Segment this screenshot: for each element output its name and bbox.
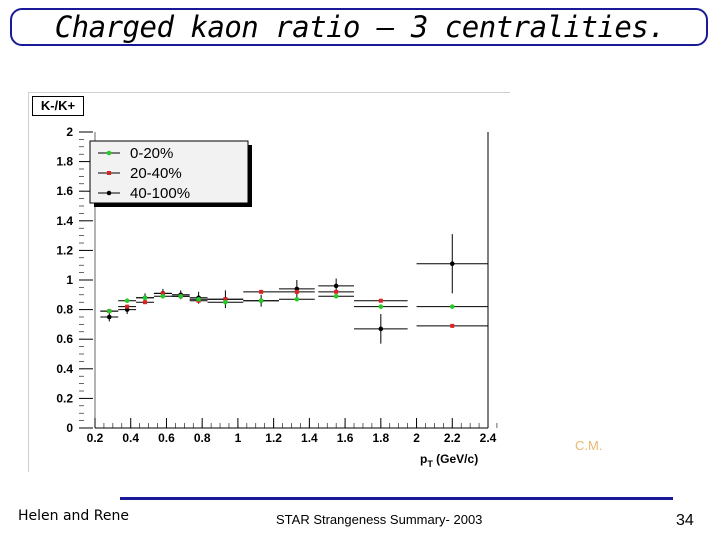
x-tick-label: 1	[235, 431, 242, 445]
slide-title: Charged kaon ratio – 3 centralities.	[54, 10, 666, 44]
y-tick-label: 1.4	[56, 214, 73, 228]
data-point-40-100	[378, 326, 384, 332]
data-point-0-20	[124, 298, 130, 304]
data-point-0-20	[196, 296, 201, 302]
x-label-p: p	[420, 452, 427, 466]
canvas-border-top	[28, 92, 510, 93]
y-tick-label: 2	[66, 125, 73, 139]
y-tick-label: 1.6	[56, 184, 73, 198]
chart-points	[100, 234, 488, 344]
data-point-20-40	[143, 300, 148, 305]
legend-label: 0-20%	[130, 145, 173, 162]
chart-title: K-/K+	[32, 96, 84, 116]
data-point-20-40	[378, 298, 383, 303]
y-tick-label: 0.2	[56, 391, 73, 405]
y-tick-label: 1	[66, 273, 73, 287]
data-point-20-40	[223, 297, 228, 302]
x-tick-label: 1.4	[301, 431, 318, 445]
x-tick-label: 1.6	[337, 431, 354, 445]
chart-axes: 0 0.2 0.4 0.6 0.8 1 1.2 1.4 1.6 1.8 2 0.2 0.4 0.6 0.8 1…	[56, 125, 498, 445]
data-point-0-20	[378, 304, 384, 309]
data-point-0-20	[178, 293, 184, 299]
x-tick-label: 2.2	[444, 431, 461, 445]
data-point-0-20	[294, 296, 300, 302]
watermark: C.M.	[575, 438, 603, 453]
x-label-sub: T	[427, 459, 433, 469]
data-point-0-20	[142, 295, 148, 301]
y-tick-label: 1.8	[56, 155, 73, 169]
chart-legend: 0-20% 20-40% 40-100%	[89, 140, 252, 207]
data-point-0-20	[258, 298, 264, 304]
legend-label: 40-100%	[130, 185, 190, 202]
title-frame	[10, 8, 708, 46]
y-tick-label: 1.2	[56, 243, 73, 257]
data-point-40-100	[449, 261, 455, 267]
x-tick-label: 1.8	[372, 431, 389, 445]
data-point-0-20	[223, 299, 228, 305]
x-tick-label: 0.6	[158, 431, 175, 445]
data-point-0-20	[106, 308, 112, 314]
data-point-0-20	[160, 293, 166, 299]
legend-marker	[106, 190, 112, 196]
y-tick-label: 0	[66, 421, 73, 435]
data-point-20-40	[125, 304, 130, 309]
x-label-unit: (GeV/c)	[433, 452, 478, 466]
y-tick-label: 0.4	[56, 362, 73, 376]
data-point-0-20	[333, 293, 339, 299]
y-tick-label: 0.6	[56, 332, 73, 346]
data-point-20-40	[259, 289, 264, 294]
x-tick-label: 0.8	[194, 431, 211, 445]
footer-divider	[120, 497, 673, 500]
x-tick-label: 0.4	[122, 431, 139, 445]
x-tick-label: 1.2	[265, 431, 282, 445]
x-tick-label: 0.2	[87, 431, 104, 445]
legend-marker	[106, 150, 112, 156]
page-number: 34	[676, 512, 694, 529]
legend-marker	[107, 171, 111, 175]
data-point-40-100	[106, 314, 112, 320]
data-point-20-40	[160, 291, 165, 296]
x-axis-label: pT (GeV/c)	[420, 452, 478, 469]
x-tick-label: 2	[413, 431, 420, 445]
footer-authors: Helen and Rene	[18, 508, 129, 524]
data-point-20-40	[334, 289, 339, 294]
y-tick-label: 0.8	[56, 303, 73, 317]
x-tick-label: 2.4	[480, 431, 497, 445]
data-point-0-20	[449, 304, 455, 309]
legend-label: 20-40%	[130, 165, 182, 182]
canvas-border-left	[28, 92, 29, 472]
footer-event: STAR Strangeness Summary- 2003	[276, 512, 483, 527]
data-point-20-40	[450, 323, 455, 328]
data-point-40-100	[333, 283, 339, 289]
data-point-20-40	[294, 289, 299, 294]
